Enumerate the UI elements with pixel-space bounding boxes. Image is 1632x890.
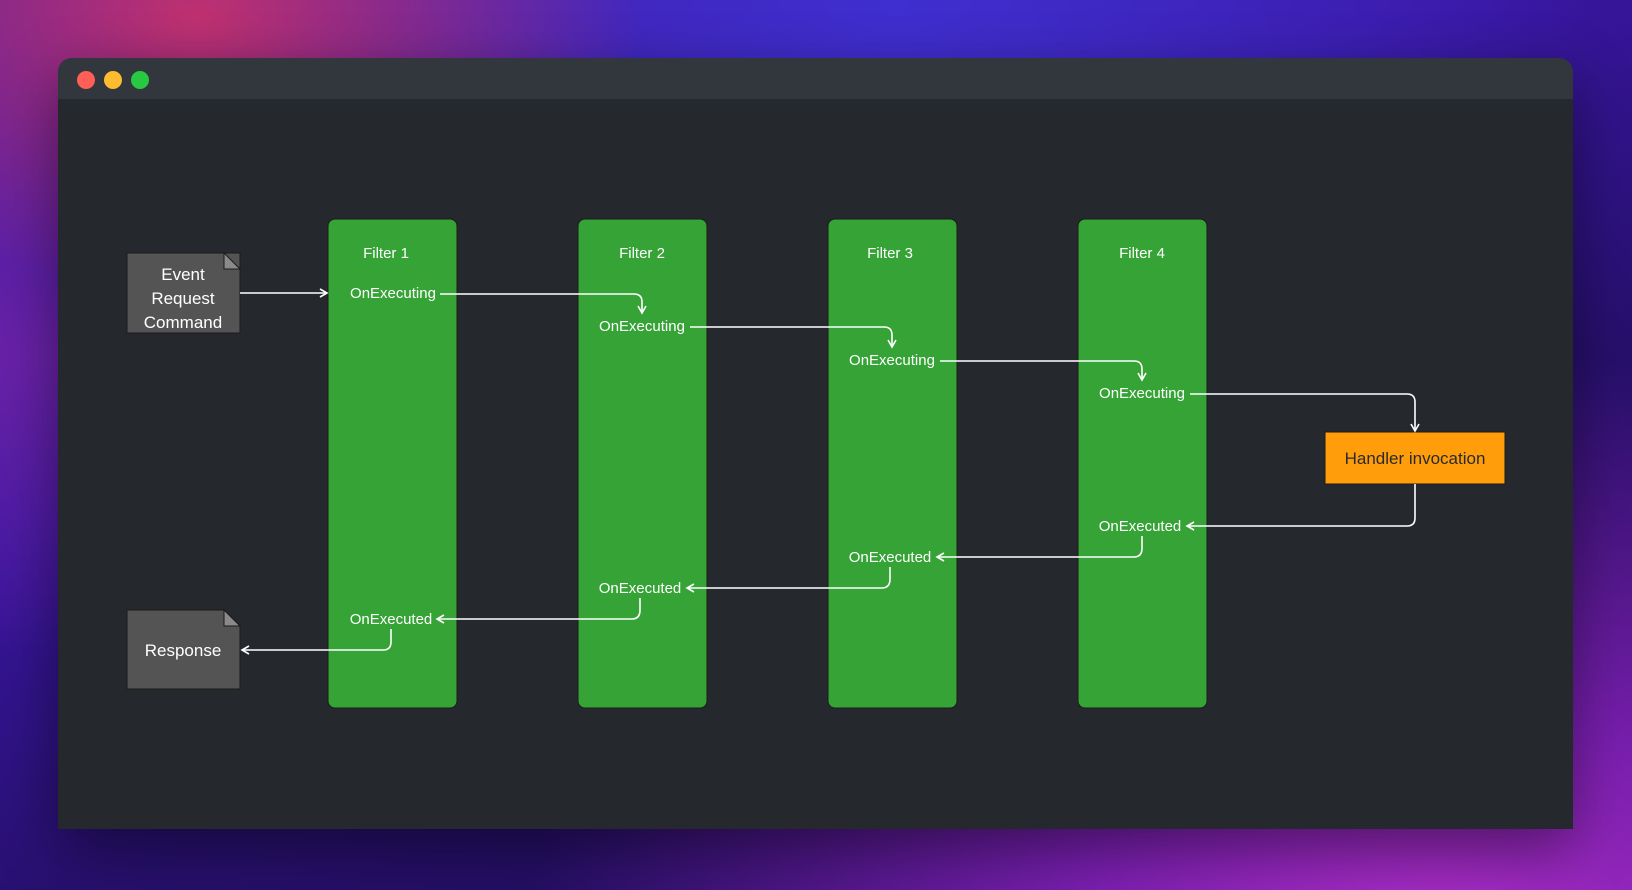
input-doc-line-2: Request: [151, 289, 215, 308]
app-window: Event Request Command Response Filter 1 …: [58, 58, 1573, 829]
input-doc-line-3: Command: [144, 313, 222, 332]
filter-3-title: Filter 3: [867, 245, 913, 262]
arrow-filter-2-to-3: [690, 326, 897, 349]
filter-3-onexecuting: OnExecuting: [849, 352, 935, 369]
filter-4-onexecuted: OnExecuted: [1099, 518, 1182, 535]
input-doc-line-1: Event: [161, 265, 205, 284]
filter-1-onexecuting: OnExecuting: [350, 285, 436, 302]
filter-column-2: Filter 2 OnExecuting OnExecuted: [577, 218, 708, 709]
arrow-filter-1-to-response: [240, 629, 392, 655]
arrow-filter-4-to-handler: [1190, 393, 1420, 433]
arrow-filter-3-to-2: [685, 567, 891, 593]
minimize-button[interactable]: [104, 71, 122, 89]
response-label: Response: [145, 641, 222, 660]
arrow-handler-to-filter-4: [1185, 484, 1416, 531]
arrow-filter-2-to-1: [435, 598, 641, 624]
close-button[interactable]: [77, 71, 95, 89]
maximize-button[interactable]: [131, 71, 149, 89]
filter-2-onexecuting: OnExecuting: [599, 318, 685, 335]
window-titlebar: [58, 58, 1573, 99]
filter-1-title: Filter 1: [363, 245, 409, 262]
input-document: Event Request Command: [126, 251, 242, 334]
filter-4-title: Filter 4: [1119, 245, 1165, 262]
arrow-filter-1-to-2: [440, 293, 647, 315]
handler-label: Handler invocation: [1345, 449, 1486, 468]
filter-1-onexecuted: OnExecuted: [350, 611, 433, 628]
arrow-filter-4-to-3: [935, 536, 1143, 562]
filter-4-onexecuting: OnExecuting: [1099, 385, 1185, 402]
response-document: Response: [126, 608, 242, 690]
filter-column-3: Filter 3 OnExecuting OnExecuted: [827, 218, 958, 709]
arrow-filter-3-to-4: [940, 360, 1147, 382]
filter-column-1: Filter 1 OnExecuting OnExecuted: [327, 218, 458, 709]
pipeline-diagram: Event Request Command Response Filter 1 …: [126, 218, 1506, 709]
filter-column-4: Filter 4 OnExecuting OnExecuted: [1077, 218, 1208, 709]
handler-box: Handler invocation: [1324, 431, 1506, 485]
filter-3-onexecuted: OnExecuted: [849, 549, 932, 566]
filter-2-title: Filter 2: [619, 245, 665, 262]
filter-2-onexecuted: OnExecuted: [599, 580, 682, 597]
